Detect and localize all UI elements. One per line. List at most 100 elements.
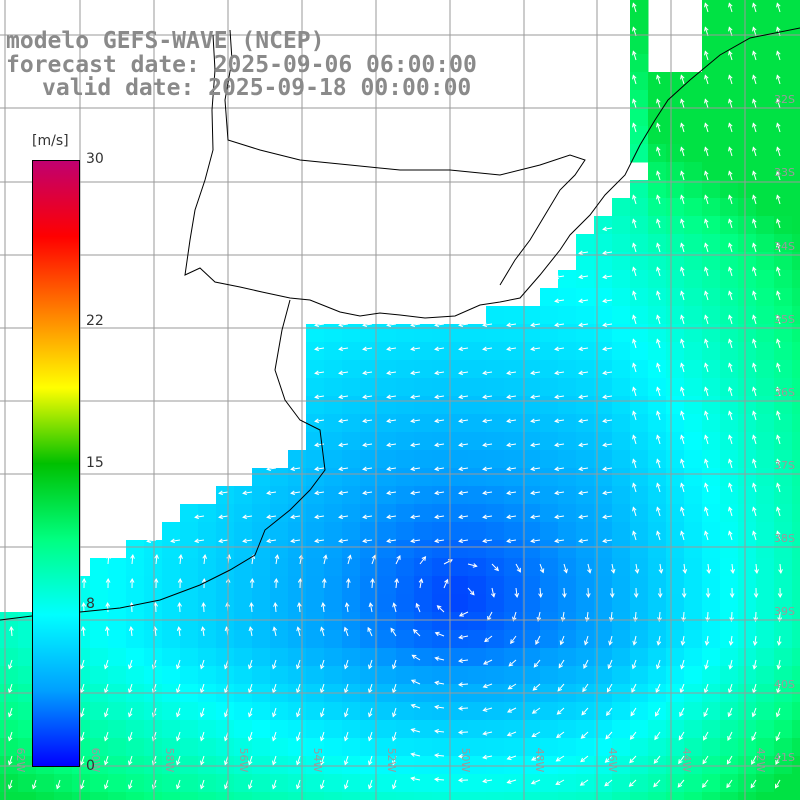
field-cell — [738, 342, 757, 361]
wind-arrow — [410, 728, 421, 733]
field-cell — [612, 432, 631, 451]
field-cell — [504, 774, 523, 793]
field-cell — [288, 576, 307, 595]
wind-arrow — [146, 538, 157, 544]
field-cell — [612, 648, 631, 667]
wind-arrow — [606, 683, 613, 693]
field-cell — [756, 504, 775, 523]
field-cell — [360, 720, 379, 739]
field-cell — [432, 558, 451, 577]
field-cell — [486, 324, 505, 343]
field-cell — [558, 774, 577, 793]
field-cell — [792, 378, 800, 397]
field-cell — [594, 702, 613, 721]
field-cell — [756, 612, 775, 631]
wind-arrow — [728, 194, 733, 205]
lat-label: 41S — [774, 751, 795, 764]
field-cell — [774, 288, 793, 307]
field-cell — [540, 756, 559, 775]
field-cell — [126, 630, 145, 649]
field-cell — [558, 738, 577, 757]
field-cell — [324, 522, 343, 541]
field-cell — [108, 648, 127, 667]
field-cell — [666, 414, 685, 433]
wind-arrow — [458, 634, 469, 640]
field-cell — [288, 792, 307, 800]
field-cell — [756, 126, 775, 145]
field-cell — [486, 756, 505, 775]
field-cell — [162, 558, 181, 577]
wind-arrow — [295, 659, 301, 670]
field-cell — [594, 666, 613, 685]
wind-arrow — [338, 322, 349, 328]
field-cell — [270, 756, 289, 775]
field-cell — [630, 468, 649, 487]
wind-arrow — [776, 2, 781, 13]
field-cell — [792, 414, 800, 433]
field-cell — [468, 774, 487, 793]
lon-label: 58W — [163, 748, 176, 773]
field-cell — [450, 540, 469, 559]
field-cell — [576, 360, 595, 379]
field-cell — [306, 414, 325, 433]
field-cell — [324, 666, 343, 685]
field-cell — [684, 126, 703, 145]
wind-arrow — [410, 442, 421, 448]
field-cell — [684, 72, 703, 91]
wind-arrow — [531, 755, 541, 761]
wind-arrow — [632, 218, 637, 229]
wind-arrow — [776, 74, 781, 85]
field-cell — [414, 414, 433, 433]
field-cell — [360, 522, 379, 541]
wind-arrow — [609, 611, 614, 622]
field-cell — [144, 612, 163, 631]
wind-arrow — [266, 466, 277, 472]
field-cell — [324, 558, 343, 577]
field-cell — [180, 540, 199, 559]
field-cell — [702, 468, 721, 487]
wind-arrow — [81, 577, 87, 589]
wind-arrow — [391, 755, 397, 766]
wind-arrow — [362, 370, 373, 376]
field-cell — [342, 378, 361, 397]
field-cell — [396, 360, 415, 379]
field-cell — [396, 576, 415, 595]
wind-arrow — [530, 779, 541, 785]
field-cell — [522, 396, 541, 415]
lat-label: 37S — [774, 459, 795, 472]
lon-label: 44W — [680, 748, 693, 773]
field-cell — [126, 702, 145, 721]
field-cell — [738, 252, 757, 271]
wind-arrow — [419, 556, 427, 565]
field-cell — [558, 558, 577, 577]
field-cell — [738, 72, 757, 91]
wind-arrow — [320, 602, 326, 613]
field-cell — [576, 288, 595, 307]
field-cell — [522, 360, 541, 379]
field-cell — [792, 144, 800, 163]
field-cell — [756, 774, 775, 793]
wind-arrow — [127, 659, 133, 670]
field-cell — [234, 558, 253, 577]
wind-arrow — [680, 386, 685, 397]
field-cell — [504, 396, 523, 415]
wind-arrow — [386, 418, 397, 424]
field-cell — [540, 576, 559, 595]
wind-arrow — [346, 577, 351, 589]
field-cell — [612, 288, 631, 307]
wind-arrow — [458, 370, 469, 376]
wind-arrow — [266, 490, 277, 496]
wind-arrow — [632, 458, 637, 469]
field-cell — [90, 594, 109, 613]
field-cell — [774, 342, 793, 361]
wind-arrow — [728, 74, 733, 85]
field-cell — [378, 558, 397, 577]
field-cell — [738, 234, 757, 253]
wind-arrow — [602, 514, 613, 520]
wind-arrow — [411, 654, 421, 661]
field-cell — [720, 36, 739, 55]
field-cell — [630, 198, 649, 217]
wind-arrow — [81, 626, 86, 637]
field-cell — [666, 504, 685, 523]
field-cell — [108, 558, 127, 577]
